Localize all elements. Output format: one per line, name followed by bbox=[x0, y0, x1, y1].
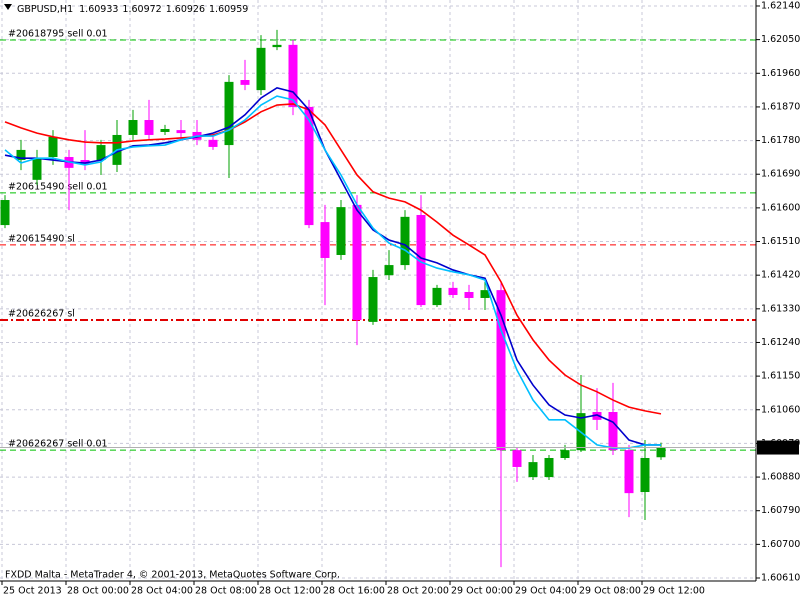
x-tick-label: 28 Oct 20:00 bbox=[387, 586, 449, 597]
x-tick-label: 28 Oct 12:00 bbox=[259, 586, 321, 597]
candle-body bbox=[560, 450, 570, 458]
y-tick-label: 1.60880 bbox=[761, 472, 800, 483]
y-tick-label: 1.61150 bbox=[761, 371, 800, 382]
chart-title: GBPUSD,H1 bbox=[17, 4, 73, 15]
header-close: 1.60959 bbox=[209, 4, 248, 15]
candle-body bbox=[480, 290, 490, 298]
candle-body bbox=[416, 214, 426, 306]
candle-body bbox=[256, 47, 266, 91]
y-tick-label: 1.60610 bbox=[761, 573, 800, 584]
candle-body bbox=[272, 44, 282, 48]
ma-line bbox=[4, 103, 662, 415]
y-tick-label: 1.60790 bbox=[761, 505, 800, 516]
candle-body bbox=[400, 216, 410, 266]
y-tick-label: 1.62050 bbox=[761, 34, 800, 45]
y-tick-label: 1.61960 bbox=[761, 68, 800, 79]
candle-body bbox=[304, 106, 314, 226]
order-label: #20615490 sl bbox=[8, 233, 75, 244]
order-label: #20626267 sl bbox=[8, 309, 75, 320]
candle-body bbox=[208, 139, 218, 147]
x-tick-label: 29 Oct 08:00 bbox=[579, 586, 641, 597]
y-tick-label: 1.61690 bbox=[761, 169, 800, 180]
moving-averages bbox=[4, 86, 662, 449]
x-tick-label: 29 Oct 00:00 bbox=[451, 586, 513, 597]
candle-body bbox=[224, 81, 234, 146]
x-tick-label: 28 Oct 16:00 bbox=[323, 586, 385, 597]
candle-body bbox=[336, 207, 346, 255]
candle-body bbox=[0, 200, 10, 226]
candle-body bbox=[288, 44, 298, 107]
candle-body bbox=[352, 204, 362, 321]
candle-body bbox=[592, 412, 602, 420]
x-tick-label: 25 Oct 2013 bbox=[3, 586, 62, 597]
price-box bbox=[757, 440, 799, 455]
candle-body bbox=[368, 277, 378, 322]
header-low: 1.60926 bbox=[166, 4, 205, 15]
candle-body bbox=[432, 287, 442, 306]
x-tick-label: 28 Oct 00:00 bbox=[67, 586, 129, 597]
candle-body bbox=[144, 120, 154, 135]
candle-body bbox=[448, 287, 458, 295]
current-price: 1.60959 bbox=[760, 442, 799, 453]
y-tick-label: 1.61240 bbox=[761, 337, 800, 348]
candle-body bbox=[320, 222, 330, 258]
y-tick-label: 1.61330 bbox=[761, 303, 800, 314]
x-tick-label: 28 Oct 04:00 bbox=[131, 586, 193, 597]
candle-body bbox=[640, 457, 650, 493]
order-label: #20615490 sell 0.01 bbox=[8, 181, 108, 192]
candle-body bbox=[160, 128, 170, 132]
candle-body bbox=[464, 291, 474, 298]
y-tick-label: 1.60700 bbox=[761, 539, 800, 550]
order-label: #20618795 sell 0.01 bbox=[8, 29, 108, 40]
y-tick-label: 1.61780 bbox=[761, 135, 800, 146]
candle-body bbox=[96, 145, 106, 161]
candle-body bbox=[608, 412, 618, 451]
candle-body bbox=[16, 149, 26, 161]
y-tick-label: 1.61510 bbox=[761, 236, 800, 247]
header-high: 1.60972 bbox=[122, 4, 161, 15]
candle-body bbox=[384, 265, 394, 276]
x-tick-label: 29 Oct 04:00 bbox=[515, 586, 577, 597]
y-tick-label: 1.61420 bbox=[761, 270, 800, 281]
menu-arrow[interactable] bbox=[4, 4, 12, 10]
y-tick-label: 1.61060 bbox=[761, 404, 800, 415]
candle-body bbox=[656, 447, 666, 458]
header-open: 1.60933 bbox=[79, 4, 118, 15]
candle-body bbox=[240, 80, 250, 85]
ma-line bbox=[4, 95, 661, 449]
candle-body bbox=[176, 130, 186, 134]
grid bbox=[0, 0, 756, 581]
candle-body bbox=[496, 290, 506, 451]
candle-body bbox=[32, 158, 42, 180]
candle-body bbox=[624, 450, 634, 494]
order-label: #20626267 sell 0.01 bbox=[8, 439, 108, 450]
chart-header: GBPUSD,H1 1.60933 1.60972 1.60926 1.60959 bbox=[17, 4, 248, 15]
footer: FXDD Malta - MetaTrader 4, © 2001-2013, … bbox=[5, 570, 340, 581]
x-tick-label: 28 Oct 08:00 bbox=[195, 586, 257, 597]
candle-body bbox=[48, 136, 58, 158]
ma-line bbox=[4, 86, 661, 446]
x-tick-label: 29 Oct 12:00 bbox=[643, 586, 705, 597]
y-tick-label: 1.61600 bbox=[761, 202, 800, 213]
y-tick-label: 1.62140 bbox=[761, 0, 800, 11]
y-tick-label: 1.61870 bbox=[761, 101, 800, 112]
candle-body bbox=[512, 450, 522, 467]
candle-body bbox=[128, 120, 138, 135]
candle-body bbox=[544, 457, 554, 478]
candle-body bbox=[528, 462, 538, 478]
